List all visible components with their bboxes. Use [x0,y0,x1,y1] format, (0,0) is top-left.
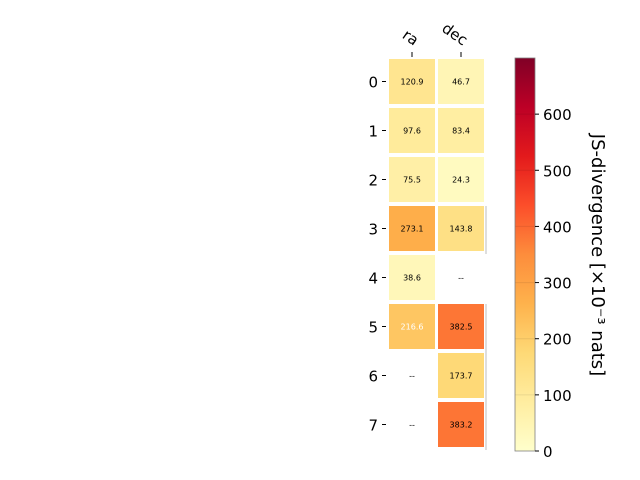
cell-value-label: 383.2 [450,421,473,430]
cell-value-label: 216.6 [401,323,424,332]
y-tick-label: 2 [368,172,378,190]
y-tick-label: 1 [368,123,378,141]
y-tick-label: 5 [368,319,378,337]
heatmap-cell [436,204,486,253]
colorbar-title: JS-divergence [×10⁻³ nats] [587,133,608,376]
colorbar-tick-label: 300 [543,275,572,293]
heatmap-cell [436,155,486,204]
heatmap-cell [436,57,486,106]
x-tick-label: dec [439,19,471,49]
colorbar-tick-label: 100 [543,387,572,405]
cell-value-label: -- [458,274,464,283]
y-tick-label: 3 [368,221,378,239]
y-tick-label: 6 [368,368,378,386]
y-tick-label: 4 [368,270,378,288]
cell-value-label: 24.3 [452,176,470,185]
cell-value-label: -- [409,421,415,430]
heatmap-grid: 120.9 46.7 97.6 83.4 75.5 24.3 273.1 143.8 38.6 -… [387,57,487,450]
cell-value-label: 38.6 [403,274,421,283]
cell-value-label: 97.6 [403,127,421,136]
heatmap-cell [436,351,486,400]
cell-value-label: 382.5 [450,323,473,332]
colorbar-tick-label: 600 [543,106,572,124]
heatmap-cell [387,302,437,351]
cell-value-label: 46.7 [452,78,470,87]
colorbar-tick-label: 200 [543,331,572,349]
heatmap-cell [436,400,486,449]
colorbar-tick-label: 0 [543,443,553,461]
cell-value-label: 273.1 [401,225,424,234]
heatmap-axes: 0 1 2 3 4 5 6 7 ra dec [368,19,471,434]
colorbar-tick-label: 400 [543,218,572,236]
y-tick-label: 7 [368,417,378,435]
cell-value-label: 120.9 [401,78,424,87]
heatmap-cell [436,106,486,155]
cell-value-label: -- [409,372,415,381]
heatmap-cell [387,253,437,302]
colorbar-frame [514,57,536,452]
heatmap-cell [436,302,486,351]
y-tick-label: 0 [368,74,378,92]
colorbar-gradient [515,58,535,451]
x-tick-label: ra [399,26,422,50]
heatmap-cell [387,155,437,204]
cell-value-label: 173.7 [450,372,473,381]
cell-value-label: 75.5 [403,176,421,185]
heatmap-cell [387,106,437,155]
heatmap-cell [387,204,437,253]
colorbar: 0 100 200 300 400 500 600 JS-divergence [×10⁻³ … [514,57,608,461]
colorbar-tick-label: 500 [543,162,572,180]
cell-value-label: 83.4 [452,127,470,136]
heatmap-cell [387,57,437,106]
cell-value-label: 143.8 [450,225,473,234]
